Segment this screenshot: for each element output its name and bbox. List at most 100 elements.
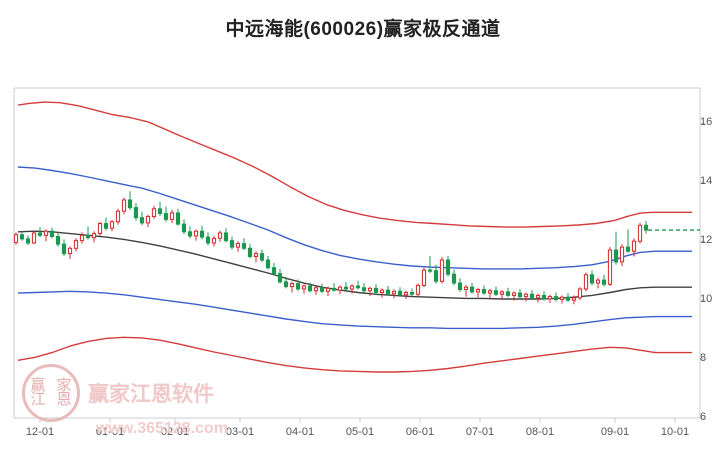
- candle: [307, 282, 313, 293]
- x-tick-label: 08-01: [525, 426, 555, 438]
- candle: [139, 211, 145, 226]
- candle: [223, 228, 229, 243]
- candle: [211, 235, 217, 247]
- candle: [409, 288, 415, 297]
- candle: [97, 221, 103, 236]
- y-tick-label: 6: [700, 411, 707, 423]
- candle: [427, 255, 433, 274]
- candle: [175, 208, 181, 226]
- candle: [547, 294, 553, 304]
- y-tick-label: 14: [700, 175, 713, 188]
- candle: [355, 280, 361, 290]
- candle: [637, 222, 643, 244]
- candle: [49, 227, 55, 239]
- band-line: [17, 290, 692, 330]
- candle: [541, 291, 547, 301]
- candle: [115, 208, 121, 225]
- candle: [559, 295, 565, 304]
- candle: [205, 232, 211, 246]
- candle: [475, 287, 481, 298]
- candle: [331, 283, 337, 292]
- candle: [445, 255, 451, 277]
- candle: [295, 279, 301, 291]
- candle: [289, 281, 295, 293]
- x-tick-label: 12-01: [25, 426, 55, 438]
- x-tick-label: 06-01: [405, 426, 435, 438]
- candle: [43, 229, 49, 242]
- candle: [253, 251, 259, 263]
- candle: [601, 274, 607, 287]
- candle: [85, 226, 91, 240]
- x-tick-label: 09-01: [600, 426, 630, 438]
- candle: [361, 283, 367, 293]
- y-tick-label: 12: [700, 234, 713, 247]
- candle: [529, 290, 535, 300]
- x-tick-label: 01-01: [95, 426, 125, 438]
- candle: [181, 219, 187, 235]
- x-tick-label: 03-01: [225, 426, 255, 438]
- candle: [73, 238, 79, 252]
- candle: [571, 295, 577, 305]
- candle: [187, 226, 193, 239]
- candle: [631, 238, 637, 257]
- candle: [229, 236, 235, 250]
- candle: [565, 293, 571, 302]
- x-tick-label: 02-01: [160, 426, 190, 438]
- candle: [31, 231, 37, 245]
- candle: [337, 285, 343, 295]
- candle: [319, 283, 325, 294]
- candle: [613, 231, 619, 265]
- band-line: [17, 101, 692, 228]
- candle: [169, 209, 175, 223]
- candle: [391, 289, 397, 299]
- candle: [643, 221, 649, 234]
- candle: [349, 284, 355, 294]
- y-tick-label: 8: [700, 352, 707, 365]
- candle: [625, 229, 631, 253]
- candle: [25, 235, 31, 246]
- candle: [553, 292, 559, 302]
- candle: [193, 229, 199, 241]
- candle: [235, 241, 241, 252]
- candle: [373, 284, 379, 295]
- candle: [277, 268, 283, 284]
- candle: [301, 284, 307, 294]
- candle: [13, 232, 19, 245]
- x-tick-label: 07-01: [465, 426, 495, 438]
- candle: [421, 267, 427, 288]
- candle: [517, 288, 523, 299]
- candle: [457, 278, 463, 292]
- y-tick-label: 16: [700, 116, 713, 129]
- candle: [595, 277, 601, 289]
- x-tick-label: 04-01: [285, 426, 315, 438]
- candle: [487, 288, 493, 299]
- candle: [463, 284, 469, 297]
- candle: [259, 249, 265, 262]
- candle: [121, 197, 127, 215]
- candle: [481, 285, 487, 295]
- candle: [607, 247, 613, 286]
- candle: [511, 291, 517, 301]
- candle: [145, 214, 151, 228]
- candle: [103, 217, 109, 231]
- chart-title: 中远海能(600026)赢家极反通道: [225, 19, 501, 40]
- candle: [265, 255, 271, 270]
- y-tick-label: 10: [700, 293, 713, 306]
- candle: [397, 287, 403, 297]
- candle: [283, 276, 289, 289]
- candle: [109, 220, 115, 232]
- candle: [523, 292, 529, 302]
- candle: [91, 231, 97, 243]
- candle: [379, 288, 385, 298]
- band-line: [17, 230, 692, 300]
- candle: [37, 227, 43, 238]
- candle: [583, 272, 589, 292]
- candle: [493, 286, 499, 297]
- candle: [577, 287, 583, 301]
- candle: [313, 286, 319, 295]
- candle: [325, 286, 331, 297]
- candle: [79, 232, 85, 244]
- candle: [433, 264, 439, 284]
- candle: [499, 290, 505, 300]
